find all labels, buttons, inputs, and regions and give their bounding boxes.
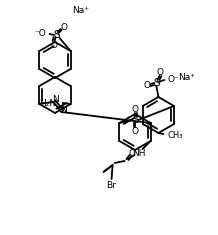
Text: O: O (144, 81, 151, 90)
Text: O: O (60, 23, 67, 31)
Text: S: S (153, 78, 160, 88)
Text: O: O (157, 67, 164, 77)
Text: Na⁺: Na⁺ (178, 73, 195, 82)
Text: O: O (132, 105, 139, 114)
Text: NH: NH (132, 149, 145, 157)
Text: O: O (132, 126, 139, 136)
Text: S: S (53, 30, 60, 40)
Text: CH₃: CH₃ (167, 130, 183, 140)
Text: Na⁺: Na⁺ (72, 5, 89, 15)
Text: N: N (60, 105, 67, 114)
Text: ⁻O: ⁻O (35, 28, 47, 38)
Text: N: N (52, 94, 59, 103)
Text: H₂N: H₂N (39, 98, 57, 107)
Text: S: S (132, 115, 139, 125)
Text: Br: Br (106, 180, 116, 189)
Text: O⁻: O⁻ (167, 74, 179, 83)
Text: O: O (128, 149, 135, 157)
Text: O: O (50, 40, 57, 50)
